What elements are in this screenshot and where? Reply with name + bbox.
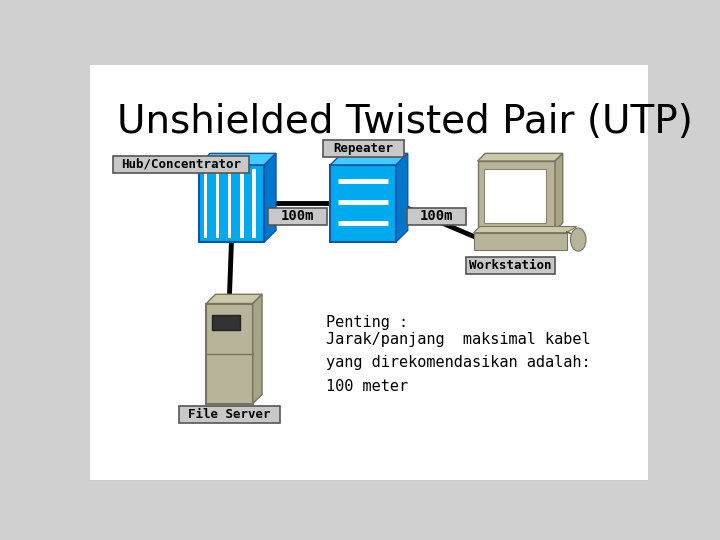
Bar — [466, 257, 555, 274]
Bar — [323, 140, 404, 157]
Polygon shape — [253, 294, 262, 403]
Text: Unshielded Twisted Pair (UTP): Unshielded Twisted Pair (UTP) — [117, 103, 693, 141]
Text: Jarak/panjang  maksimal kabel
yang direkomendasikan adalah:
100 meter: Jarak/panjang maksimal kabel yang direko… — [326, 332, 591, 394]
Bar — [330, 165, 396, 242]
Bar — [90, 65, 648, 481]
Polygon shape — [396, 153, 408, 242]
Bar — [212, 315, 240, 330]
Polygon shape — [330, 153, 408, 165]
Polygon shape — [199, 153, 276, 165]
Bar — [179, 406, 280, 423]
Text: Penting :: Penting : — [326, 315, 408, 330]
Polygon shape — [206, 294, 262, 303]
Bar — [474, 233, 567, 249]
Polygon shape — [555, 153, 563, 231]
Text: File Server: File Server — [188, 408, 271, 421]
Bar — [228, 168, 231, 238]
Bar — [484, 169, 546, 222]
Bar — [477, 161, 555, 231]
Bar — [113, 156, 249, 173]
Bar — [408, 208, 467, 225]
Bar — [240, 168, 243, 238]
Text: 100m: 100m — [420, 210, 454, 224]
Bar — [199, 165, 264, 242]
Bar — [206, 303, 253, 403]
Polygon shape — [264, 153, 276, 242]
Bar — [216, 168, 220, 238]
Bar — [252, 168, 256, 238]
Ellipse shape — [570, 228, 586, 251]
Polygon shape — [474, 226, 577, 233]
Text: Hub/Concentrator: Hub/Concentrator — [121, 158, 241, 171]
Polygon shape — [477, 153, 563, 161]
Text: 100m: 100m — [281, 210, 314, 224]
Bar — [204, 168, 207, 238]
Bar — [268, 208, 327, 225]
Text: Workstation: Workstation — [469, 259, 552, 272]
Text: Repeater: Repeater — [333, 142, 393, 155]
